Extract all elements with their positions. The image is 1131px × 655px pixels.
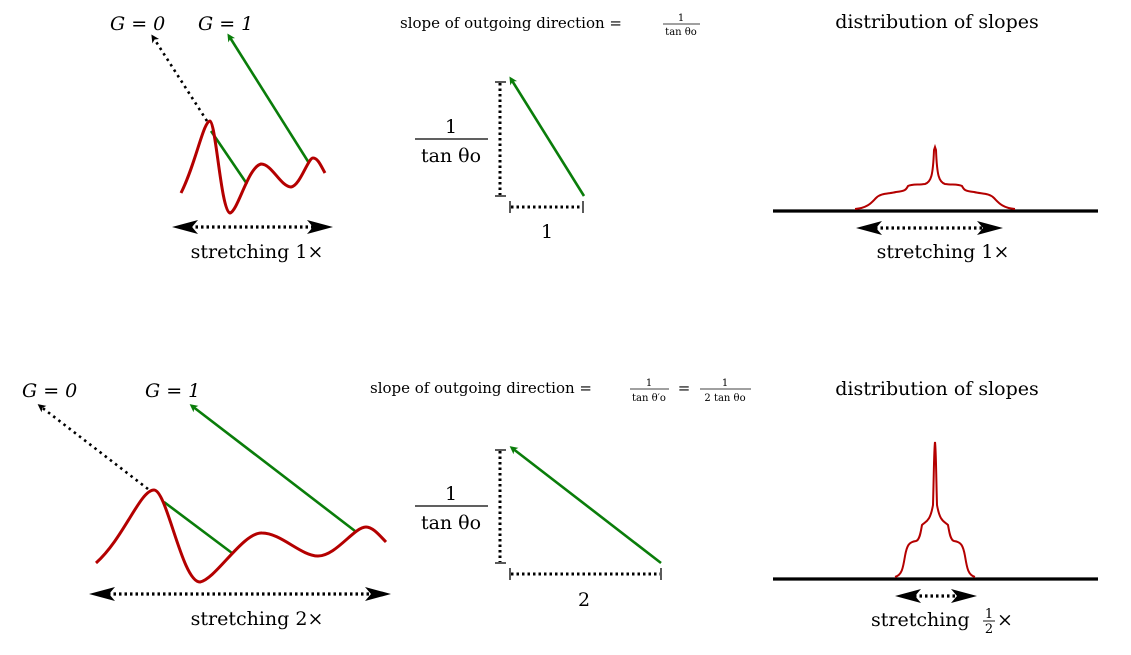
bottom-blocked-ray [37,404,149,491]
bottom-dist-stretch-arrow-right [951,589,977,603]
bottom-tri-vertical-num: 1 [445,483,457,505]
bottom-slope-frac1-den: tan θ′o [632,393,666,404]
bottom-dist-stretch-prefix: stretching [871,609,970,631]
bottom-slope-equals: = [678,379,691,397]
top-stretch-arrow-right [307,220,333,234]
bottom-label-g0: G = 0 [22,380,77,402]
bottom-slope-frac2-num: 1 [722,378,728,389]
bottom-tri-vertical-den: tan θo [421,512,481,534]
top-distribution-panel: distribution of slopes stretching 1× [773,11,1098,263]
top-dist-stretch-arrow-left [856,221,882,235]
bottom-dist-title: distribution of slopes [835,378,1039,400]
bottom-row: G = 0 G = 1 stretching 2× slope of outgo… [22,378,1098,637]
top-tri-direction-arrow [509,76,586,197]
top-label-g0: G = 0 [110,13,165,35]
bottom-slope-panel: slope of outgoing direction = 1 tan θ′o … [370,378,751,611]
top-surface-panel: G = 0 G = 1 stretching 1× [110,13,333,263]
bottom-slope-title: slope of outgoing direction = [370,379,592,397]
top-tri-horizontal-label: 1 [541,221,553,243]
top-slope-frac-den: tan θo [665,27,697,38]
bottom-surface-curve [95,488,388,584]
bottom-dist-stretch-num: 1 [985,607,993,622]
bottom-surface-panel: G = 0 G = 1 stretching 2× [22,380,391,630]
top-blocked-ray [151,34,209,122]
top-label-g1: G = 1 [198,13,253,35]
top-tri-vertical-num: 1 [445,116,457,138]
top-row: G = 0 G = 1 stretching 1× slope of outgo… [110,11,1098,263]
top-dist-title: distribution of slopes [835,11,1039,33]
bottom-dist-stretch-suffix: × [997,609,1013,631]
bottom-slope-frac2-den: 2 tan θo [704,393,745,404]
bottom-stretch-label: stretching 2× [191,608,324,630]
bottom-stretch-arrow-right [365,587,391,601]
top-dist-stretch-arrow-right [977,221,1003,235]
bottom-dist-stretch-den: 2 [985,622,993,637]
top-surface-curve [179,119,327,215]
top-slope-panel: slope of outgoing direction = 1 tan θo 1… [400,13,700,243]
bottom-tri-horizontal-label: 2 [578,589,590,611]
top-dist-curve [854,143,1016,210]
bottom-stretch-arrow-left [89,587,115,601]
top-dist-stretch-label: stretching 1× [877,241,1010,263]
bottom-slope-frac1-num: 1 [646,378,652,389]
bottom-ray-segment [163,500,233,555]
bottom-dist-stretch-arrow-left [895,589,921,603]
bottom-distribution-panel: distribution of slopes stretching 1 2 × [773,378,1098,637]
top-tri-vertical-den: tan θo [421,145,481,167]
top-stretch-arrow-left [172,220,198,234]
bottom-tri-direction-arrow [509,446,662,565]
top-slope-title: slope of outgoing direction = [400,14,622,32]
bottom-outgoing-ray [189,404,356,533]
top-slope-frac-num: 1 [678,13,684,24]
bottom-label-g1: G = 1 [145,380,200,402]
top-outgoing-ray [227,33,311,164]
top-stretch-label: stretching 1× [191,241,324,263]
bottom-dist-curve [894,441,976,578]
top-ray-segment [209,130,249,185]
